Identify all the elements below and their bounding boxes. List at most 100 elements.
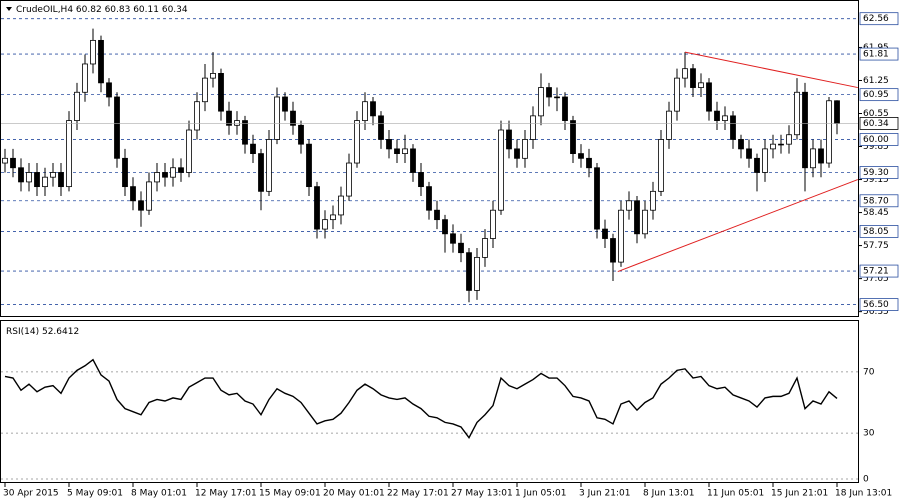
- candle-body: [58, 172, 64, 188]
- candle-body: [242, 120, 248, 145]
- candle-body: [234, 120, 240, 126]
- candle-body: [354, 120, 360, 164]
- candle-body: [274, 96, 280, 140]
- candle-body: [498, 129, 504, 211]
- candle-body: [546, 87, 552, 98]
- x-tick-label: 8 Jun 13:01: [643, 489, 694, 499]
- x-tick-label: 3 Jun 21:01: [579, 489, 630, 499]
- candle-body: [586, 157, 592, 169]
- candle-body: [602, 228, 608, 239]
- candle-body: [458, 242, 464, 254]
- candle-body: [538, 87, 544, 117]
- candle-body: [290, 110, 296, 126]
- candle-body: [218, 73, 224, 112]
- candle-body: [834, 100, 840, 124]
- candle-body: [250, 143, 256, 155]
- level-box: [859, 298, 899, 311]
- candle-body: [186, 129, 192, 173]
- candle-body: [714, 110, 720, 121]
- candle-body: [282, 96, 288, 112]
- level-label: 60.00: [863, 135, 889, 145]
- candle-body: [634, 200, 640, 235]
- candle-body: [154, 172, 160, 183]
- rsi-tick-label: 0: [863, 475, 869, 485]
- rsi-line: [4, 358, 838, 440]
- candle-body: [626, 200, 632, 211]
- level-box: [859, 166, 899, 179]
- candle-body: [530, 115, 536, 140]
- level-label: 58.70: [863, 196, 889, 206]
- candle-body: [474, 256, 480, 291]
- chart-header: CrudeOIL,H4 60.82 60.83 60.11 60.34: [16, 5, 188, 15]
- x-tick-label: 30 Apr 2015: [3, 489, 59, 499]
- candle-body: [618, 209, 624, 263]
- candle-body: [42, 176, 48, 188]
- candle-body: [514, 148, 520, 159]
- candle-body: [338, 195, 344, 216]
- candle-body: [226, 110, 232, 126]
- level-box: [859, 88, 899, 102]
- candle-body: [82, 63, 88, 93]
- level-box: [859, 12, 899, 26]
- trendline: [617, 179, 858, 273]
- candle-body: [114, 96, 120, 159]
- level-box: [859, 194, 899, 208]
- candle-body: [74, 91, 80, 121]
- last-low: 60.11: [133, 5, 159, 15]
- candle-body: [370, 101, 376, 117]
- rsi-tick-label: 30: [863, 429, 875, 439]
- rsi-name: RSI(14): [6, 327, 39, 337]
- candle-body: [122, 157, 128, 188]
- x-tick-label: 12 May 17:01: [195, 489, 257, 499]
- candle-body: [394, 148, 400, 155]
- candle-body: [66, 120, 72, 188]
- candle-body: [490, 209, 496, 239]
- candle-body: [442, 219, 448, 235]
- x-tick-label: 15 May 09:01: [259, 489, 321, 499]
- candle-body: [682, 68, 688, 79]
- candle-body: [10, 157, 16, 169]
- candle-body: [666, 110, 672, 140]
- candle-body: [138, 200, 144, 211]
- candle-body: [194, 101, 200, 131]
- y-tick-label: 59.15: [863, 175, 889, 185]
- level-label: 58.05: [863, 227, 889, 237]
- y-tick-label: 61.25: [863, 76, 889, 86]
- x-tick-label: 22 May 17:01: [387, 489, 449, 499]
- candle-body: [826, 100, 832, 164]
- candle-body: [690, 68, 696, 88]
- y-tick-label: 60.55: [863, 109, 889, 119]
- candle-body: [170, 167, 176, 178]
- candle-body: [426, 186, 432, 211]
- candle-body: [18, 167, 24, 183]
- candle-body: [178, 167, 184, 173]
- x-tick-label: 15 Jun 21:01: [771, 489, 828, 499]
- current-price-box: [859, 117, 899, 130]
- candle-body: [258, 153, 264, 192]
- candle-body: [754, 157, 760, 173]
- x-tick-label: 8 May 01:01: [131, 489, 187, 499]
- candle-body: [650, 190, 656, 211]
- candle-body: [130, 186, 136, 202]
- candle-body: [778, 143, 784, 146]
- candle-body: [482, 238, 488, 258]
- level-box: [859, 264, 899, 278]
- trendline: [684, 51, 858, 89]
- candle-body: [418, 172, 424, 188]
- candle-body: [738, 139, 744, 150]
- candle-body: [26, 172, 32, 183]
- y-tick-label: 59.85: [863, 142, 889, 152]
- level-label: 61.81: [863, 50, 889, 60]
- level-box: [859, 47, 899, 61]
- candle-body: [330, 214, 336, 221]
- candle-body: [266, 139, 272, 192]
- candle-body: [794, 91, 800, 136]
- candle-body: [570, 120, 576, 155]
- x-tick-label: 20 May 01:01: [323, 489, 385, 499]
- candle-body: [562, 96, 568, 121]
- candle-body: [578, 153, 584, 159]
- last-high: 60.83: [105, 5, 131, 15]
- candle-body: [402, 148, 408, 155]
- candle-body: [722, 115, 728, 121]
- candle-body: [746, 148, 752, 159]
